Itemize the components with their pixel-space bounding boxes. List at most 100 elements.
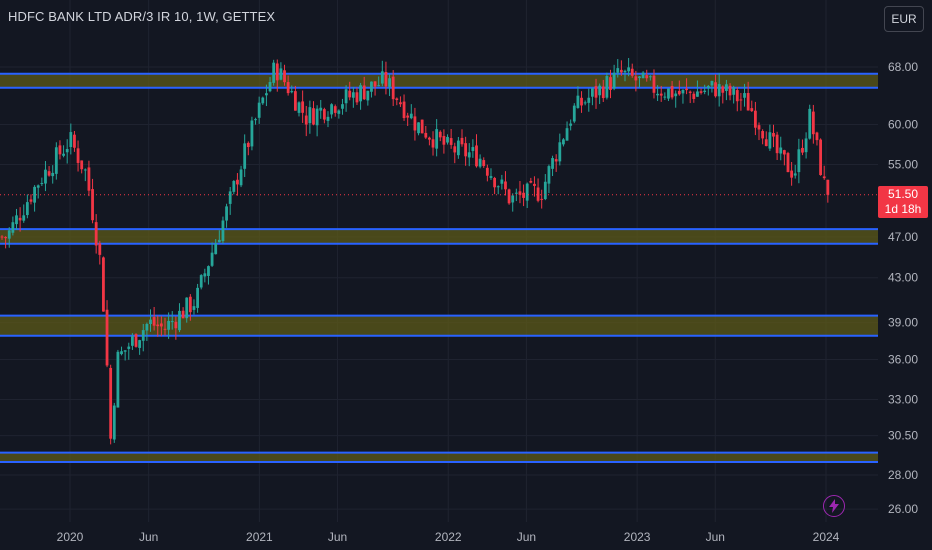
y-tick-label: 30.50: [888, 429, 918, 443]
candle: [141, 323, 145, 352]
candle: [275, 59, 279, 92]
candle: [355, 87, 359, 105]
candle: [714, 74, 717, 98]
candle: [533, 176, 536, 197]
candle: [373, 81, 377, 96]
candle: [696, 80, 699, 97]
candle: [62, 145, 65, 158]
candle: [54, 142, 58, 180]
candle: [819, 138, 822, 176]
x-tick-label: 2024: [813, 530, 840, 544]
candle: [779, 136, 783, 161]
candle: [623, 69, 627, 82]
candle: [188, 294, 192, 321]
x-tick-label: 2022: [435, 530, 462, 544]
candle: [4, 236, 8, 249]
candle: [692, 91, 696, 103]
candle: [645, 69, 649, 82]
candle: [58, 140, 62, 160]
candle: [94, 214, 98, 254]
candle: [250, 116, 254, 151]
candle: [130, 333, 134, 350]
candle: [243, 134, 247, 178]
y-tick-label: 47.00: [888, 230, 918, 244]
bar-countdown: 1d 18h: [884, 202, 922, 216]
y-tick-label: 60.00: [888, 118, 918, 132]
candle: [362, 76, 366, 100]
candle: [681, 89, 685, 104]
candle: [301, 90, 305, 123]
candle: [290, 85, 294, 94]
x-tick-label: Jun: [328, 530, 347, 544]
candle: [315, 105, 319, 137]
candle: [428, 136, 431, 146]
candle: [33, 185, 36, 212]
candle: [641, 71, 645, 79]
candle: [348, 81, 352, 101]
candle: [775, 131, 779, 160]
candle: [330, 103, 334, 119]
candle: [706, 84, 710, 96]
candle: [11, 216, 15, 236]
candle: [293, 85, 297, 111]
candle: [65, 139, 69, 164]
candle: [228, 187, 232, 215]
candle: [83, 168, 87, 182]
lightning-bolt-icon[interactable]: [823, 495, 845, 517]
candlesticks: [0, 58, 830, 445]
candle: [475, 134, 478, 168]
x-tick-label: 2020: [57, 530, 84, 544]
candle: [511, 193, 515, 212]
candle: [210, 242, 214, 268]
candle: [735, 87, 739, 112]
candle: [199, 274, 203, 290]
x-tick-label: Jun: [139, 530, 158, 544]
candle: [797, 138, 801, 184]
candle: [500, 174, 504, 190]
candle: [456, 136, 460, 159]
candle: [312, 101, 315, 126]
candle: [732, 85, 736, 104]
candle: [36, 184, 40, 199]
candle: [370, 81, 373, 98]
candle: [120, 346, 123, 356]
candle: [801, 139, 804, 156]
y-tick-label: 43.00: [888, 271, 918, 285]
candle: [268, 76, 272, 93]
candle: [489, 168, 493, 180]
candle: [768, 124, 772, 151]
candle: [123, 350, 127, 361]
candle: [196, 283, 199, 313]
candle: [598, 83, 602, 105]
candle: [384, 61, 388, 95]
candle: [547, 164, 551, 194]
candle: [159, 316, 163, 337]
candle: [279, 62, 283, 81]
chart-title: HDFC BANK LTD ADR/3 IR 10, 1W, GETTEX: [8, 9, 276, 24]
candle: [826, 179, 830, 203]
x-tick-label: 2021: [246, 530, 273, 544]
candle: [257, 96, 261, 124]
candle: [558, 133, 562, 166]
candle: [685, 78, 688, 95]
candle: [15, 208, 18, 230]
candle: [612, 64, 616, 91]
currency-button[interactable]: EUR: [884, 6, 924, 32]
candle: [721, 85, 725, 104]
candle: [583, 100, 587, 106]
candle: [493, 176, 497, 195]
candle: [446, 134, 449, 145]
candle: [590, 87, 594, 106]
candle: [822, 165, 826, 180]
candle: [98, 240, 102, 265]
candle: [116, 349, 120, 408]
candle: [47, 166, 51, 177]
candle: [156, 315, 160, 337]
candle: [232, 180, 236, 195]
candle: [648, 75, 652, 81]
y-tick-label: 39.00: [888, 316, 918, 330]
candle: [507, 188, 511, 205]
candle: [518, 181, 522, 204]
price-zone: [0, 315, 878, 336]
